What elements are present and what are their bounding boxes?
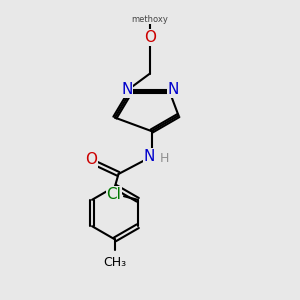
- Text: O: O: [144, 30, 156, 45]
- Text: Cl: Cl: [106, 187, 121, 202]
- Text: O: O: [85, 152, 98, 167]
- Text: CH₃: CH₃: [103, 256, 127, 269]
- Text: N: N: [167, 82, 179, 98]
- Text: N: N: [121, 82, 133, 98]
- Text: N: N: [143, 149, 155, 164]
- Text: methoxy: methoxy: [132, 15, 168, 24]
- Text: H: H: [159, 152, 169, 165]
